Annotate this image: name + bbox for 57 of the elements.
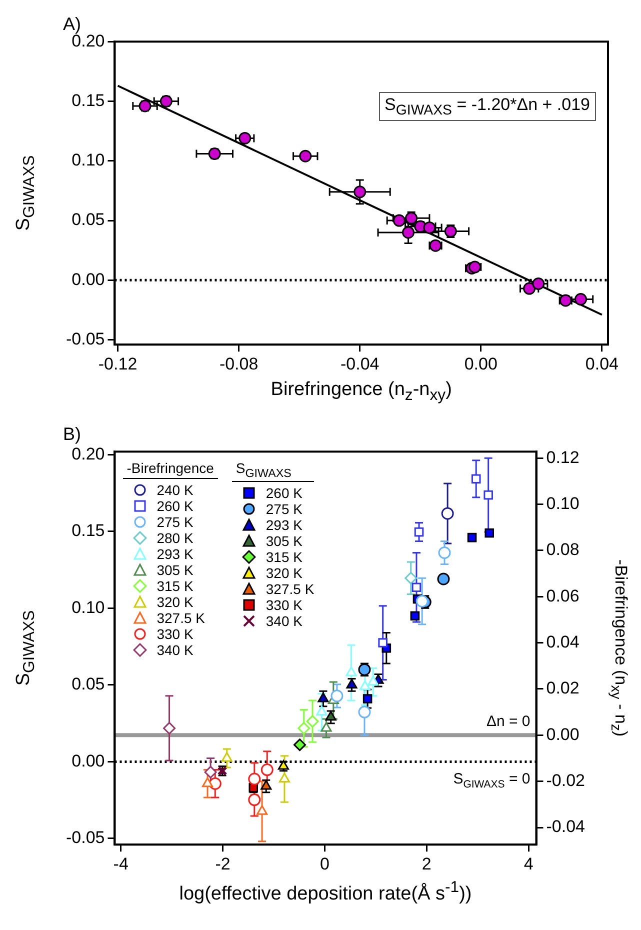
y2-tick-label: -0.02 — [546, 771, 585, 790]
y2-tick-label: 0.06 — [546, 586, 580, 606]
y2-tick-label: 0.00 — [546, 724, 580, 744]
x-tick-label: 0.00 — [464, 354, 498, 374]
y-tick-label: 0.20 — [72, 444, 105, 464]
legend-label: 315 K — [266, 549, 302, 566]
y2-tick-label: 0.08 — [546, 540, 580, 560]
y2-tick-label: 0.12 — [546, 448, 580, 467]
x-tick-label: 0 — [320, 854, 330, 874]
legend-label: 327.5 K — [156, 610, 205, 626]
y2-tick-label: 0.04 — [546, 632, 580, 652]
legend-label: 340 K — [156, 642, 194, 658]
y-tick-label: 0.05 — [72, 674, 105, 694]
legend-label: 315 K — [156, 578, 194, 594]
legend-label: 275 K — [266, 501, 302, 518]
y-tick-label: 0.00 — [72, 270, 105, 289]
legend-label: 330 K — [266, 597, 302, 614]
y-tick-label: -0.05 — [66, 828, 105, 848]
legend-label: 280 K — [156, 530, 194, 546]
y2-tick-label: -0.04 — [546, 817, 585, 836]
x-tick-label: 2 — [422, 854, 432, 874]
legend-label: 305 K — [266, 533, 302, 550]
legend-label: 305 K — [156, 562, 194, 578]
x-tick-label: -0.12 — [98, 354, 138, 374]
annotation: S$_{GIWAXS}$ — [232, 460, 314, 482]
ref-line-label: Δn = 0 — [486, 713, 530, 730]
legend-title: -Birefringence — [122, 460, 218, 479]
chart-title: B) — [63, 424, 81, 444]
legend-label: 293 K — [156, 546, 194, 562]
y-tick-label: 0.15 — [72, 90, 105, 110]
legend-label: 320 K — [266, 565, 302, 582]
x-tick-label: 4 — [524, 854, 534, 874]
x-axis-title: Birefringence (n$_{z}$-n$_{xy}$) — [270, 378, 453, 404]
y-tick-label: 0.05 — [72, 210, 105, 230]
x-tick-label: 0.04 — [585, 354, 618, 374]
y-tick-label: 0.15 — [72, 521, 105, 540]
x-tick-label: -2 — [215, 854, 230, 874]
x-axis-title: log(effective deposition rate(Å s$^{-1}$)) — [178, 878, 473, 905]
legend-label: 327.5 K — [266, 581, 314, 598]
legend-label: 275 K — [156, 514, 194, 530]
legend-label: 260 K — [266, 485, 302, 502]
x-tick-label: -0.08 — [219, 354, 258, 374]
y-tick-label: 0.10 — [72, 598, 105, 617]
y-tick-label: 0.00 — [72, 751, 105, 770]
legend-label: 260 K — [156, 498, 194, 514]
y-tick-label: -0.05 — [66, 330, 105, 349]
legend-label: 293 K — [266, 517, 302, 534]
legend-label: 240 K — [156, 482, 194, 498]
annotation: S$_{GIWAXS}$ = -1.20*Δn + .019 — [378, 92, 596, 121]
y-tick-label: 0.10 — [72, 150, 105, 170]
y2-tick-label: 0.10 — [546, 494, 580, 513]
legend-label: 330 K — [156, 626, 194, 642]
x-tick-label: -4 — [113, 854, 128, 874]
x-tick-label: -0.04 — [340, 354, 380, 374]
legend-label: 340 K — [266, 613, 302, 630]
legend-label: 320 K — [156, 594, 194, 610]
y2-tick-label: 0.02 — [546, 678, 580, 698]
